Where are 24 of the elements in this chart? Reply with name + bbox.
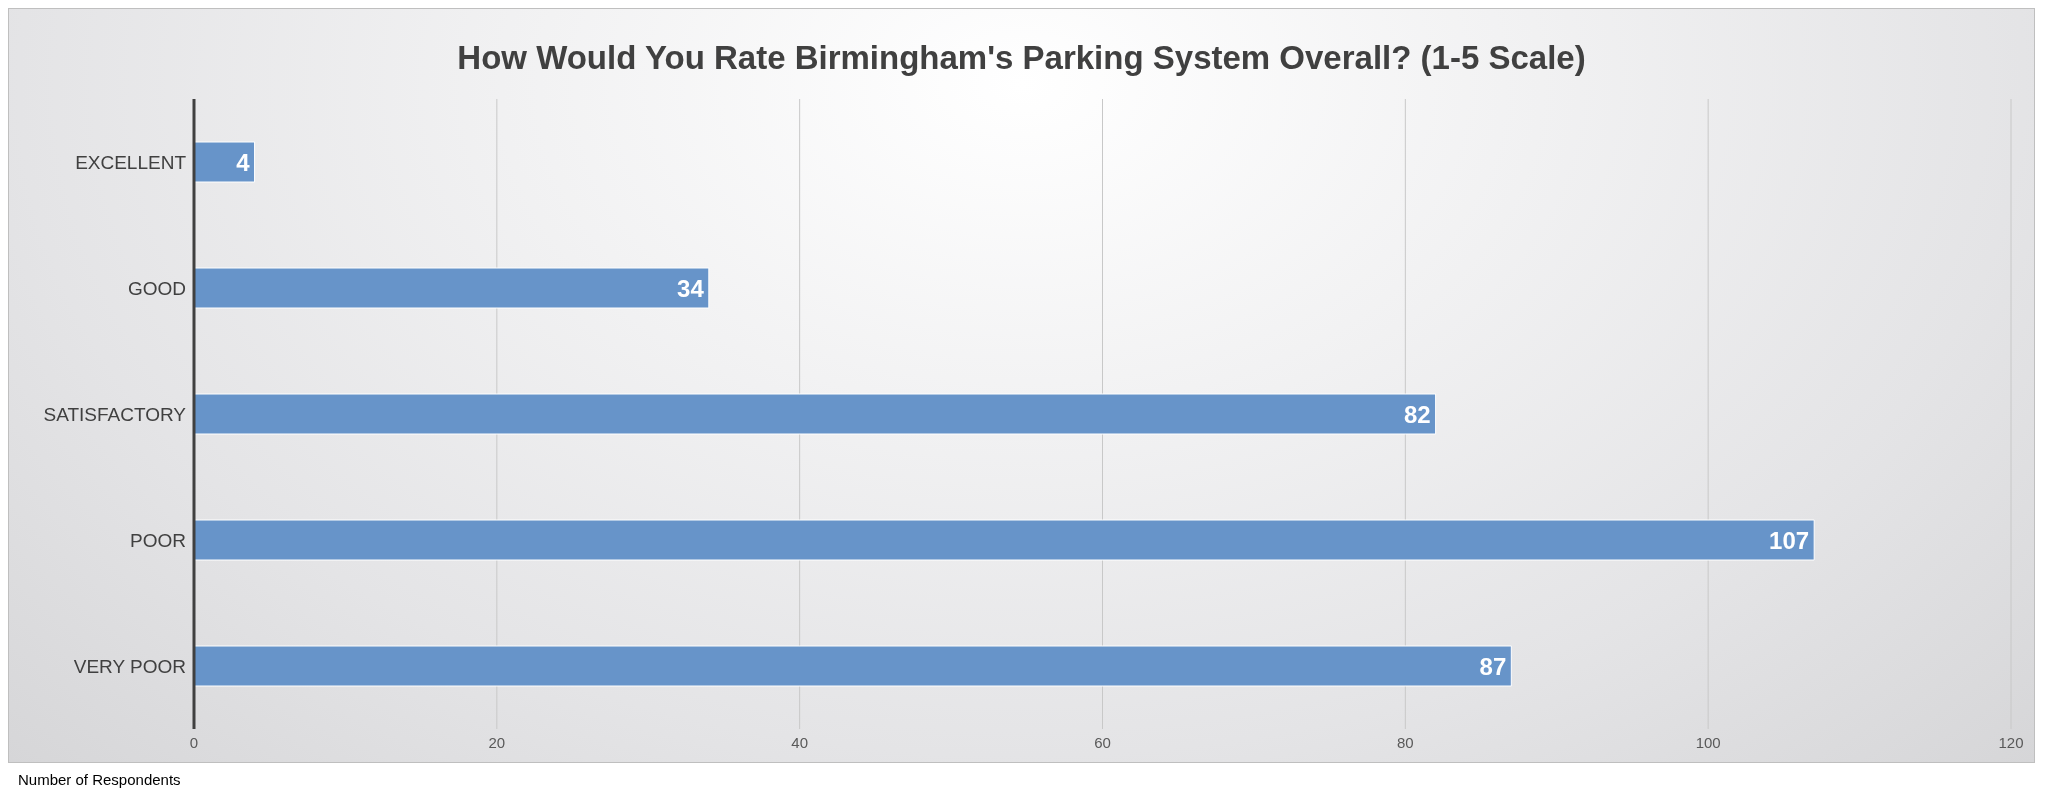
data-label: 34 [677, 274, 705, 302]
y-tick-label: GOOD [127, 277, 186, 299]
data-label: 87 [1479, 652, 1507, 680]
x-tick-label: 100 [1695, 733, 1721, 751]
x-axis-title: Number of Respondents [18, 771, 182, 788]
y-tick-label: VERY POOR [73, 655, 186, 677]
x-tick-label: 0 [189, 733, 199, 751]
y-tick-label: EXCELLENT [75, 151, 187, 173]
bar [194, 645, 1512, 687]
bar [194, 519, 1815, 561]
bar [194, 141, 256, 183]
bar [194, 393, 1437, 435]
data-label: 82 [1403, 400, 1431, 428]
y-tick-label: POOR [130, 529, 186, 551]
x-tick-label: 60 [1094, 733, 1111, 751]
chart-title: How Would You Rate Birmingham's Parking System Overall? (1-5 Scale) [456, 38, 1587, 78]
data-label: 4 [236, 148, 251, 176]
x-tick-label: 120 [1998, 733, 2024, 751]
x-tick-label: 80 [1396, 733, 1414, 751]
x-tick-label: 40 [791, 733, 809, 751]
bar [194, 267, 710, 309]
data-label: 107 [1769, 526, 1810, 554]
x-tick-label: 20 [488, 733, 506, 751]
y-tick-label: SATISFACTORY [43, 403, 187, 425]
